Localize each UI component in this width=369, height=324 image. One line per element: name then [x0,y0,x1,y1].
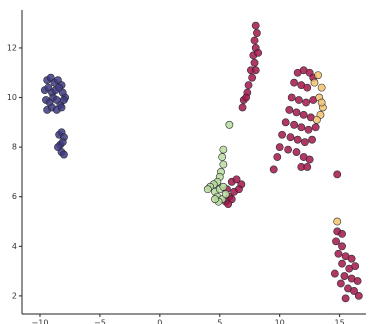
point [287,93,296,102]
point [250,36,259,45]
point [224,200,233,209]
point [302,98,310,107]
point [275,143,284,152]
point [314,71,322,80]
point [350,287,358,295]
point [244,81,253,90]
point [297,123,306,132]
point [333,217,342,226]
point [347,254,356,263]
point [299,110,308,119]
x-tick-label: 0 [157,319,162,324]
point [248,73,257,82]
point [292,108,301,117]
point [353,277,362,285]
point [294,96,303,104]
point [336,279,345,288]
point [285,106,294,114]
point [250,58,259,67]
point [338,230,346,238]
y-tick-label: 6 [12,192,17,201]
x-tick-label: −10 [32,319,49,324]
point [304,125,313,134]
point [57,103,66,112]
point [219,182,228,191]
point [251,66,260,75]
point [60,150,68,159]
point [219,145,228,154]
point [332,237,340,246]
point [225,120,234,129]
y-tick-label: 4 [12,242,17,251]
x-tick-label: −5 [94,319,106,324]
point [290,120,298,129]
point [219,160,228,169]
point [269,165,278,174]
point [340,272,349,280]
point [58,138,67,147]
y-tick-label: 12 [7,43,17,52]
point [312,115,321,124]
point [310,78,319,87]
x-tick-label: 10 [275,319,285,324]
point [292,148,301,156]
point [211,195,219,204]
point [300,138,309,147]
point [303,83,312,92]
point [278,130,286,139]
point [242,93,251,102]
point [238,103,247,112]
y-tick-label: 8 [12,143,17,152]
point [293,135,302,144]
point [290,78,298,87]
y-tick-label: 10 [7,93,17,102]
x-tick-label: 5 [217,319,222,324]
point [286,133,295,142]
point [232,175,241,184]
point [311,123,320,132]
point [218,153,227,161]
point [351,262,360,271]
point [253,29,261,37]
point [338,242,346,251]
point [281,118,290,127]
point [341,294,350,303]
point [330,269,339,278]
point [305,155,314,164]
point [251,21,260,30]
point [334,249,343,258]
point [333,170,342,179]
point [203,185,212,194]
point [60,96,68,104]
y-tick-label: 2 [12,291,17,300]
x-tick-label: 15 [335,319,345,324]
point [303,163,312,171]
point [317,83,326,92]
point [338,259,346,268]
point [354,291,363,300]
point [221,190,230,199]
point [235,185,243,194]
point [254,48,263,57]
point [284,145,292,154]
point [308,135,316,144]
point [273,153,282,161]
point [317,98,326,107]
